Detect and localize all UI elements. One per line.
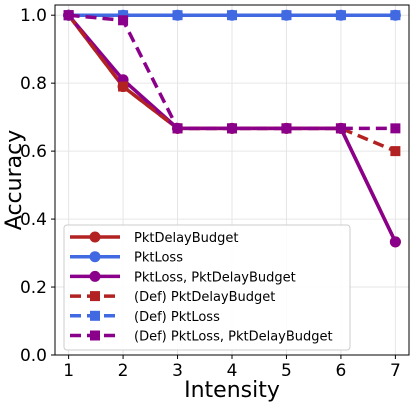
data-point [335,123,346,134]
x-tick-label: 7 [390,361,401,381]
legend-label: (Def) PktDelayBudget [134,290,275,305]
y-tick-label: 0.8 [20,74,47,94]
legend-box [63,224,351,351]
legend-entry: PktDelayBudget [70,231,239,246]
legend-entry: (Def) PktLoss [70,310,220,325]
data-point [118,15,129,26]
legend-entry: (Def) PktDelayBudget [70,290,275,305]
legend-label: PktLoss, PktDelayBudget [134,270,296,285]
legend-marker [90,291,100,302]
x-tick-label: 1 [63,361,74,381]
data-point [172,123,183,134]
data-point [118,81,129,92]
legend-label: (Def) PktLoss, PktDelayBudget [134,330,333,345]
legend: PktDelayBudget PktLoss PktLoss, PktDelayBu… [63,224,351,351]
x-axis-label: Intensity [184,378,280,403]
y-tick-label: 1.0 [20,6,47,26]
x-tick-label: 4 [227,361,238,381]
x-tick-label: 3 [172,361,183,381]
data-point [389,236,401,248]
y-tick-label: 0.6 [20,142,47,162]
series-4 [63,10,401,21]
legend-label: PktLoss [134,251,183,266]
legend-entry: PktLoss [70,251,183,266]
y-axis-label: Accuracy [2,130,27,230]
legend-marker [90,310,100,321]
series-lines [63,9,401,248]
legend-entry: PktLoss, PktDelayBudget [70,270,296,285]
legend-marker [89,251,101,263]
legend-marker [89,231,101,243]
y-tick-label: 0.0 [20,346,47,366]
data-point [227,123,237,134]
data-point [335,10,346,21]
data-point [172,10,183,21]
x-tick-label: 2 [118,361,129,381]
y-tick-label: 0.2 [20,278,47,298]
legend-entry: (Def) PktLoss, PktDelayBudget [70,330,333,345]
axis-ticks: 1 2 3 4 5 6 7 0.0 0.2 0.4 0.6 0.8 1.0 [20,6,401,381]
series-5 [63,10,401,134]
x-tick-label: 6 [336,361,347,381]
x-tick-label: 5 [281,361,292,381]
legend-label: PktDelayBudget [134,231,239,246]
legend-marker [89,270,101,282]
legend-marker [90,330,100,341]
data-point [390,146,401,157]
data-point [390,10,401,21]
y-tick-label: 0.4 [20,210,47,230]
data-point [227,10,237,21]
data-point [281,123,292,134]
data-point [390,123,401,134]
data-point [281,10,292,21]
legend-label: (Def) PktLoss [134,310,220,325]
data-point [63,10,74,21]
data-point [118,10,129,21]
